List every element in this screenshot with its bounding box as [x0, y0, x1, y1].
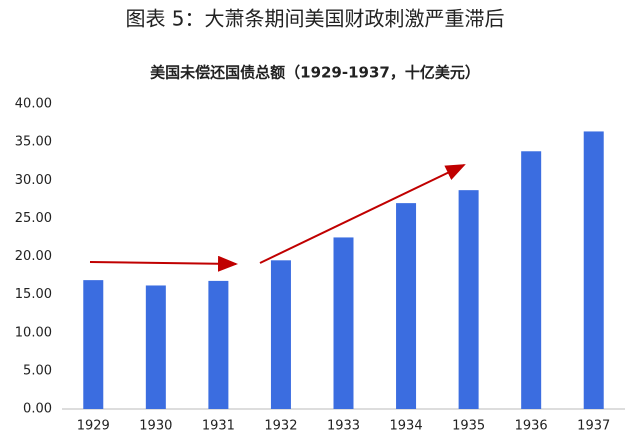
- bar: [333, 237, 354, 409]
- trend-arrow: [259, 164, 466, 264]
- chart-title: 图表 5：大萧条期间美国财政刺激严重滞后: [125, 7, 504, 31]
- x-tick-label: 1937: [577, 419, 610, 434]
- y-tick-label: 15.00: [15, 287, 52, 302]
- bar: [83, 280, 104, 409]
- y-tick-label: 40.00: [15, 97, 52, 112]
- x-tick-label: 1934: [390, 419, 423, 434]
- plot: 0.00 5.00 10.00 15.00 20.00 25.00 30.00 35.00 40…: [15, 97, 625, 434]
- bar: [583, 131, 604, 409]
- bar: [458, 190, 479, 409]
- bar: [208, 280, 229, 409]
- y-tick-label: 30.00: [15, 173, 52, 188]
- x-tick-label: 1932: [264, 419, 297, 434]
- y-tick-label: 35.00: [15, 135, 52, 150]
- bar: [145, 285, 166, 409]
- bar: [521, 151, 542, 409]
- bar: [270, 260, 291, 409]
- x-tick-label: 1929: [77, 419, 110, 434]
- y-tick-label: 5.00: [23, 363, 52, 378]
- y-tick-label: 0.00: [23, 402, 52, 417]
- x-tick-label: 1930: [139, 419, 172, 434]
- bar: [396, 203, 417, 409]
- y-tick-label: 10.00: [15, 325, 52, 340]
- chart-subtitle: 美国未偿还国债总额（1929-1937，十亿美元）: [150, 64, 480, 82]
- y-tick-label: 20.00: [15, 249, 52, 264]
- trend-arrow: [89, 255, 238, 272]
- x-tick-label: 1936: [515, 419, 548, 434]
- y-tick-label: 25.00: [15, 211, 52, 226]
- x-tick-label: 1931: [202, 419, 235, 434]
- x-tick-label: 1933: [327, 419, 360, 434]
- x-tick-label: 1935: [452, 419, 485, 434]
